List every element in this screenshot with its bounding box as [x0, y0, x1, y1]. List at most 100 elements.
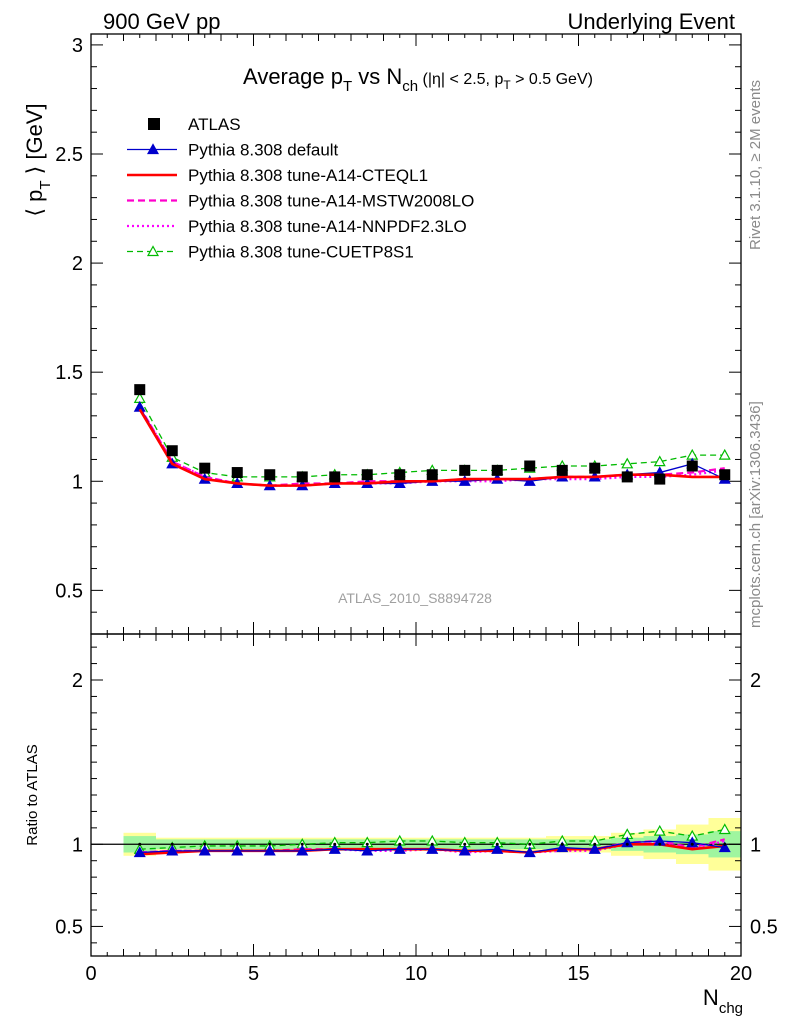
- point-default: [458, 844, 471, 856]
- atlas-ratio-point: [658, 842, 662, 846]
- x-tick-label: 5: [248, 963, 259, 985]
- point-default: [263, 844, 276, 856]
- x-tick-label: 10: [405, 963, 427, 985]
- legend: ATLAS Pythia 8.308 default Pythia 8.308 tu…: [127, 115, 474, 262]
- y-tick-label: 2: [72, 670, 83, 692]
- atlas-ratio-point: [333, 842, 337, 846]
- y-tick-label: 2: [72, 253, 83, 275]
- point-cuetp: [621, 457, 634, 469]
- atlas-point: [394, 469, 406, 481]
- atlas-point: [231, 467, 243, 479]
- atlas-point: [491, 464, 503, 476]
- legend-label: Pythia 8.308 tune-A14-MSTW2008LO: [188, 192, 474, 211]
- atlas-point: [166, 445, 178, 457]
- axes-frame: [90, 633, 742, 957]
- x-tick-label: 20: [730, 963, 752, 985]
- header-right: Underlying Event: [567, 9, 735, 34]
- atlas-point: [686, 460, 698, 472]
- y-tick-label: 3: [72, 35, 83, 57]
- main-panel: 0.5 1 1.5 2 2.5 3: [55, 33, 742, 635]
- atlas-point: [524, 460, 536, 472]
- atlas-ratio-point: [430, 842, 434, 846]
- y-tick-label-right: 1: [750, 834, 761, 856]
- point-default: [458, 475, 471, 486]
- legend-label: Pythia 8.308 tune-A14-CTEQL1: [188, 166, 428, 185]
- atlas-ratio-point: [560, 842, 564, 846]
- atlas-ratio-point: [300, 842, 304, 846]
- xlabel-part: N: [703, 985, 719, 1010]
- legend-label: ATLAS: [188, 115, 241, 134]
- atlas-ratio-point: [203, 842, 207, 846]
- point-default: [491, 842, 504, 854]
- legend-marker-cuetp: [146, 245, 160, 257]
- ylabel-part: ⟩ [GeV]: [22, 103, 47, 180]
- y-tick-label-right: 0.5: [750, 916, 778, 938]
- point-default: [296, 844, 309, 856]
- point-default: [556, 841, 569, 853]
- ylabel-part: ⟨ p: [22, 190, 47, 217]
- atlas-ratio-point: [365, 842, 369, 846]
- point-default: [231, 844, 244, 856]
- atlas-point: [459, 464, 471, 476]
- xlabel-sub: chg: [719, 1000, 743, 1017]
- atlas-point: [426, 469, 438, 481]
- x-axis-label: Nchg: [703, 985, 743, 1017]
- point-default: [686, 836, 699, 848]
- title-cuts: > 0.5 GeV): [511, 71, 593, 88]
- atlas-point: [329, 471, 341, 483]
- atlas-ratio-point: [625, 842, 629, 846]
- atlas-point: [199, 462, 211, 474]
- point-default: [523, 475, 536, 486]
- main-ylabel: ⟨ pT ⟩ [GeV]: [22, 103, 54, 216]
- atlas-point: [719, 469, 731, 481]
- y-tick-label: 1: [72, 834, 83, 856]
- atlas-ratio-point: [723, 842, 727, 846]
- ratio-ylabel: Ratio to ATLAS: [24, 744, 41, 845]
- x-tick-label: 15: [567, 963, 589, 985]
- legend-marker-atlas: [148, 118, 160, 130]
- title-sub: T: [343, 78, 352, 95]
- point-default: [621, 836, 634, 848]
- atlas-ratio-point: [170, 842, 174, 846]
- atlas-ratio-point: [398, 842, 402, 846]
- point-default: [393, 477, 406, 489]
- point-default: [393, 842, 406, 854]
- y-tick-label: 1: [72, 471, 83, 493]
- point-cuetp: [718, 448, 731, 460]
- atlas-ratio-point: [268, 842, 272, 846]
- atlas-point: [296, 471, 308, 483]
- atlas-ratio-point: [593, 842, 597, 846]
- atlas-ratio-point: [138, 842, 142, 846]
- legend-marker-default: [146, 143, 160, 155]
- point-cuetp: [653, 455, 666, 467]
- mcplots-label: mcplots.cern.ch [arXiv:1306.3436]: [747, 401, 764, 628]
- atlas-point: [264, 469, 276, 481]
- atlas-ratio-point: [463, 842, 467, 846]
- y-tick-label: 0.5: [55, 580, 83, 602]
- title-part: Average p: [243, 64, 343, 89]
- x-tick-label: 0: [85, 963, 96, 985]
- point-default: [133, 846, 146, 858]
- y-tick-label: 0.5: [55, 916, 83, 938]
- point-default: [328, 842, 341, 854]
- y-tick-label: 2.5: [55, 144, 83, 166]
- y-tick-label: 1.5: [55, 362, 83, 384]
- legend-label: Pythia 8.308 tune-A14-NNPDF2.3LO: [188, 217, 467, 236]
- point-default: [361, 844, 374, 856]
- atlas-point: [654, 473, 666, 485]
- point-default: [718, 841, 731, 853]
- rivet-label: Rivet 3.1.10, ≥ 2M events: [747, 80, 764, 250]
- atlas-point: [134, 384, 146, 396]
- point-default: [523, 846, 536, 858]
- point-default: [166, 844, 179, 856]
- atlas-ratio-point: [528, 842, 532, 846]
- y-tick-label-right: 2: [750, 670, 761, 692]
- ylabel-sub: T: [37, 180, 54, 189]
- atlas-ratio-point: [690, 842, 694, 846]
- point-default: [426, 842, 439, 854]
- atlas-point: [556, 464, 568, 476]
- plot-title: Average pT vs Nch (|η| < 2.5, pT > 0.5 G…: [243, 64, 593, 95]
- header-left: 900 GeV pp: [103, 9, 220, 34]
